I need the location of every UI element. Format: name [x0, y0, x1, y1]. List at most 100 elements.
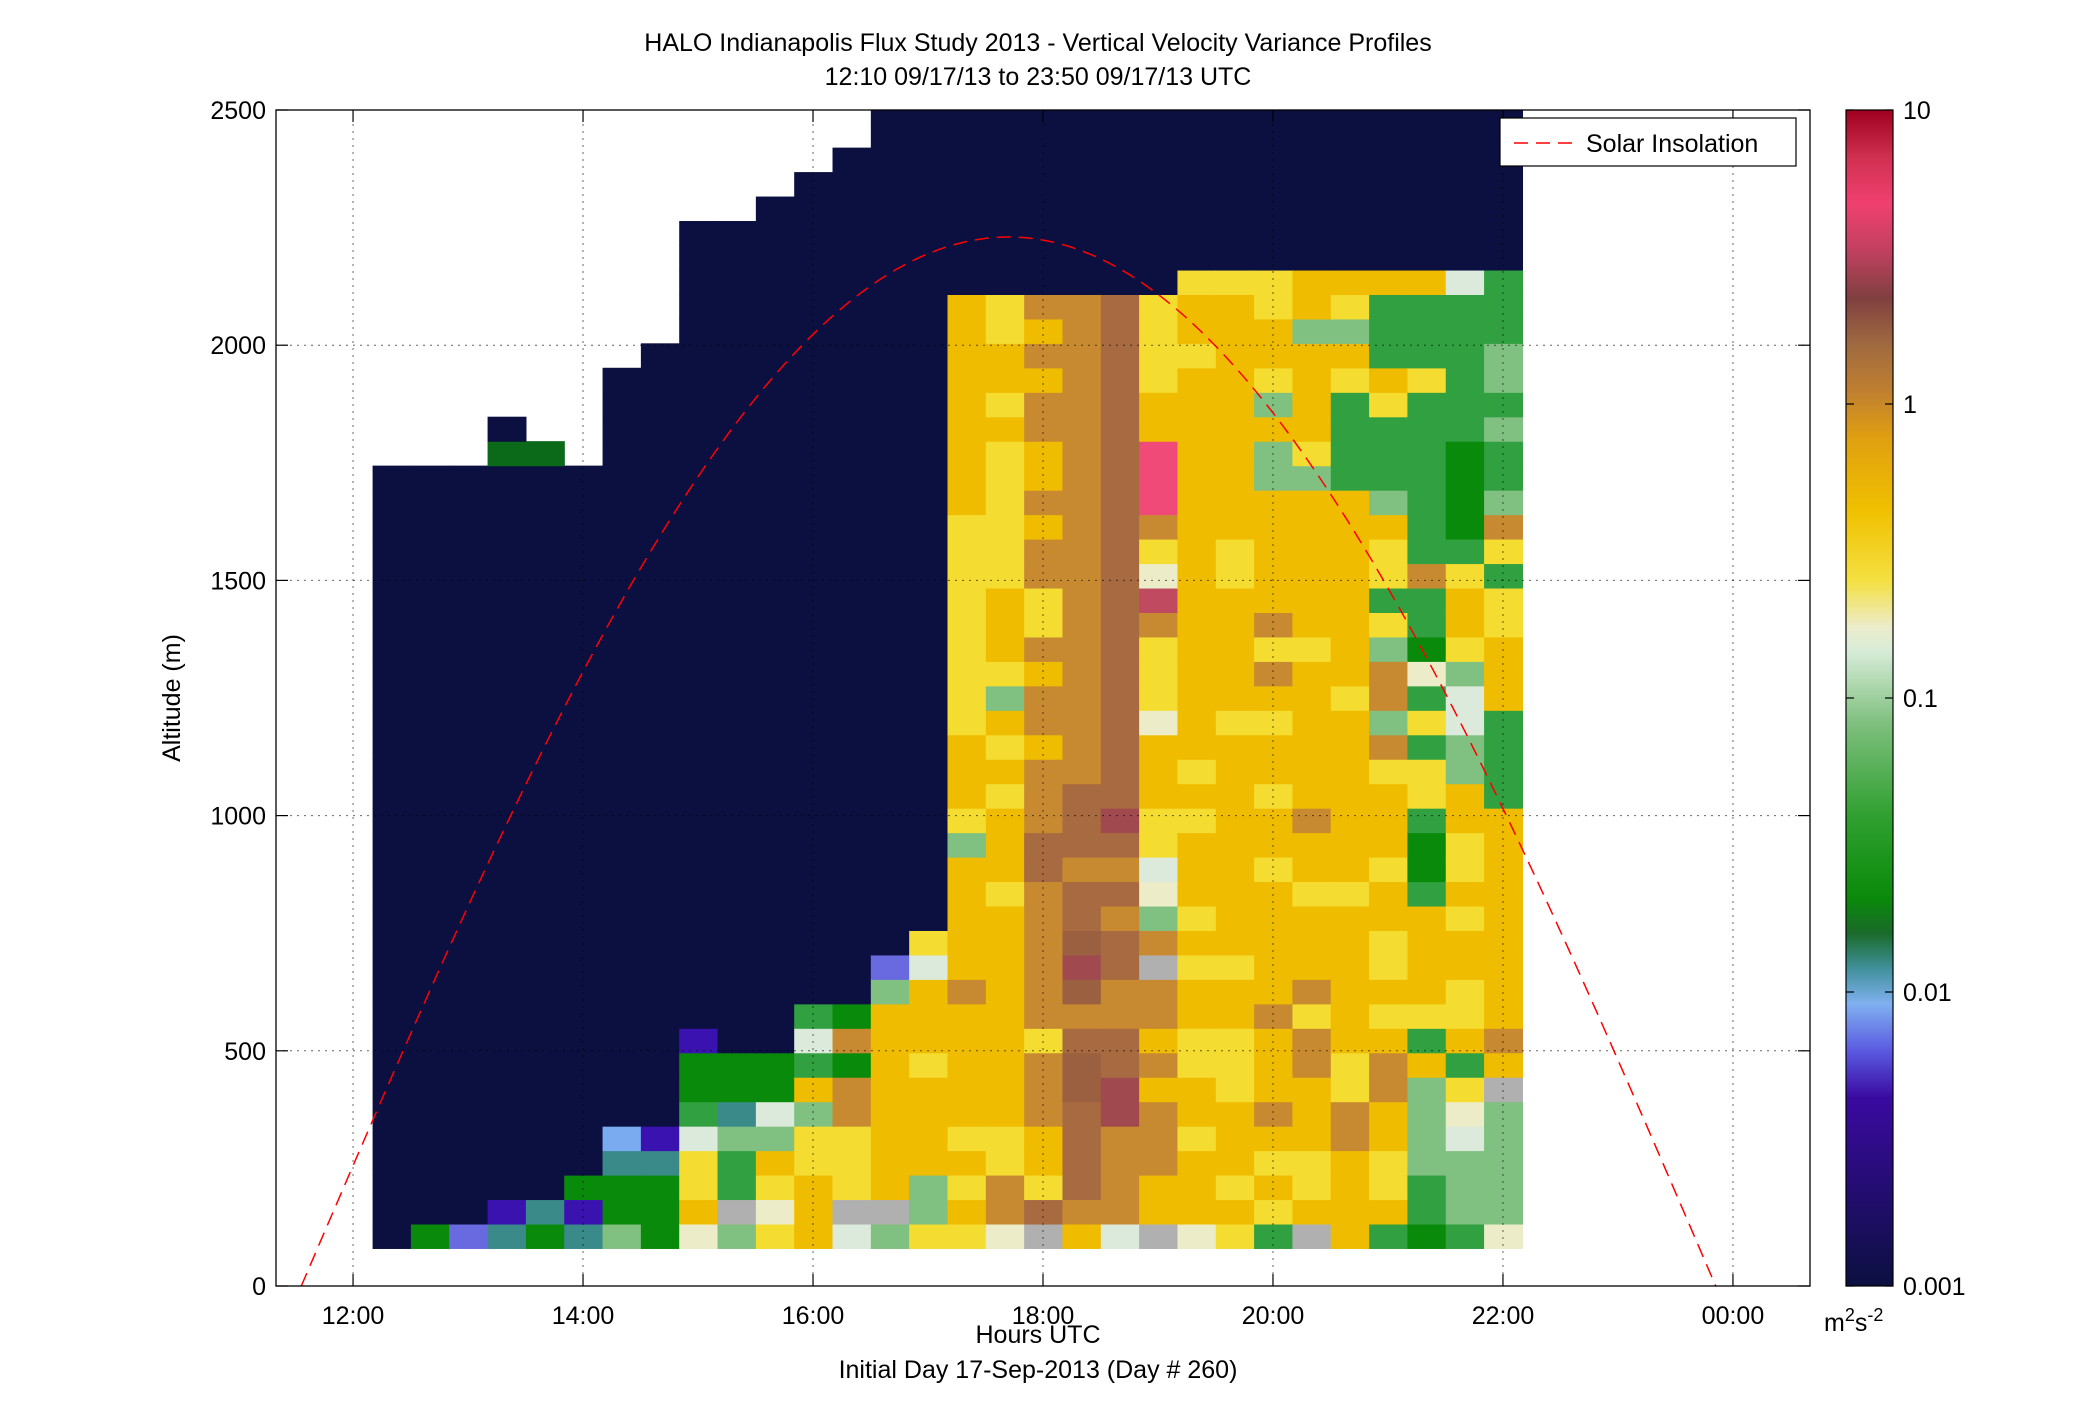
heatmap-cell	[755, 857, 795, 883]
heatmap-cell	[832, 539, 872, 565]
heatmap-cell	[1445, 1199, 1485, 1225]
heatmap-cell	[1177, 465, 1217, 491]
heatmap-cell	[947, 465, 987, 491]
heatmap-cell	[1330, 172, 1370, 198]
heatmap-cell	[602, 783, 642, 809]
heatmap-cell	[909, 1077, 949, 1103]
heatmap-cell	[1254, 710, 1294, 736]
heatmap-cell	[717, 759, 757, 785]
heatmap-cell	[1484, 1, 1523, 26]
heatmap-cell	[1062, 734, 1102, 760]
heatmap-cell	[487, 808, 527, 834]
heatmap-cell	[832, 685, 872, 711]
heatmap-cell	[1369, 905, 1409, 931]
heatmap-cell	[832, 1174, 872, 1201]
heatmap-cell	[1445, 1003, 1485, 1029]
heatmap-cell	[1484, 930, 1524, 956]
heatmap-cell	[1445, 1052, 1485, 1078]
heatmap-cell	[1177, 269, 1217, 295]
x-tick-label: 22:00	[1472, 1302, 1535, 1330]
heatmap-cell	[985, 1003, 1025, 1029]
heatmap-cell	[1292, 734, 1332, 760]
heatmap-cell	[1024, 318, 1064, 344]
heatmap-cell	[947, 221, 987, 247]
heatmap-cell	[1139, 881, 1179, 907]
heatmap-cell	[410, 1101, 450, 1127]
heatmap-cell	[1292, 343, 1332, 369]
heatmap-cell	[717, 612, 757, 638]
heatmap-cell	[1100, 979, 1140, 1005]
heatmap-cell	[1330, 1199, 1370, 1225]
heatmap-cell	[1100, 245, 1140, 271]
heatmap-cell	[1177, 0, 1216, 1]
heatmap-cell	[870, 710, 910, 736]
heatmap-cell	[947, 343, 987, 369]
heatmap-cell	[1215, 1077, 1255, 1103]
heatmap-cell	[1024, 1077, 1064, 1103]
heatmap-cell	[832, 1223, 872, 1249]
heatmap-cell	[1215, 318, 1255, 344]
heatmap-cell	[1407, 465, 1447, 491]
heatmap-cell	[1215, 1028, 1255, 1054]
heatmap-cell	[372, 539, 412, 565]
heatmap-cell	[1254, 514, 1294, 540]
heatmap-cell	[1177, 661, 1217, 687]
heatmap-cell	[1024, 783, 1064, 809]
heatmap-cell	[1254, 734, 1294, 760]
heatmap-cell	[449, 587, 489, 613]
heatmap-cell	[947, 172, 987, 198]
heatmap-cell	[1062, 221, 1102, 247]
heatmap-cell	[487, 1223, 527, 1249]
heatmap-cell	[640, 465, 680, 491]
heatmap-cell	[487, 612, 527, 638]
heatmap-cell	[1292, 832, 1332, 858]
heatmap-cell	[1445, 110, 1485, 124]
heatmap-cell	[832, 318, 872, 344]
heatmap-cell	[1100, 881, 1140, 907]
heatmap-cell	[679, 636, 719, 662]
heatmap-cell	[1369, 954, 1409, 980]
heatmap-cell	[909, 441, 949, 467]
heatmap-cell	[755, 734, 795, 760]
heatmap-cell	[1369, 465, 1409, 491]
heatmap-cell	[1484, 172, 1524, 198]
heatmap-cell	[564, 905, 604, 931]
heatmap-cell	[1330, 221, 1370, 247]
heatmap-cell	[1177, 343, 1217, 369]
heatmap-cell	[1139, 1028, 1179, 1054]
heatmap-cell	[909, 416, 949, 442]
heatmap-cell	[1139, 294, 1179, 320]
heatmap-cell	[1369, 1150, 1409, 1176]
heatmap-cell	[1177, 1028, 1217, 1054]
heatmap-cell	[1177, 636, 1217, 662]
heatmap-cell	[1062, 587, 1102, 613]
heatmap-cell	[564, 1150, 604, 1176]
colorbar-tick-label: 0.1	[1903, 685, 1938, 713]
grid-lines	[276, 110, 1810, 1286]
heatmap-cell	[832, 881, 872, 907]
heatmap-cell	[1139, 123, 1179, 149]
heatmap-cell	[1177, 1150, 1217, 1176]
heatmap-cell	[564, 563, 604, 589]
heatmap-cell	[602, 1101, 642, 1127]
heatmap-cell	[870, 245, 910, 271]
heatmap-cell	[1254, 294, 1294, 320]
heatmap-cell	[1369, 514, 1409, 540]
heatmap-cell	[1369, 221, 1409, 247]
heatmap-cell	[1215, 245, 1255, 271]
heatmap-cell	[1369, 1077, 1409, 1103]
heatmap-cell	[832, 245, 872, 271]
heatmap-cell	[755, 587, 795, 613]
heatmap-cell	[679, 734, 719, 760]
colorbar-ticks: 0.001 0.01 0.1 1 10	[1846, 97, 1966, 1301]
heatmap-cell	[1445, 612, 1485, 638]
heatmap-cell	[1484, 343, 1524, 369]
heatmap-cell	[1215, 759, 1255, 785]
heatmap-cell	[372, 1150, 412, 1176]
heatmap-cell	[1139, 1223, 1179, 1249]
heatmap-cell	[1407, 1, 1446, 26]
heatmap-cell	[909, 221, 949, 247]
heatmap-cell	[1177, 172, 1217, 198]
heatmap-cell	[1292, 123, 1332, 149]
heatmap-cell	[525, 1101, 565, 1127]
